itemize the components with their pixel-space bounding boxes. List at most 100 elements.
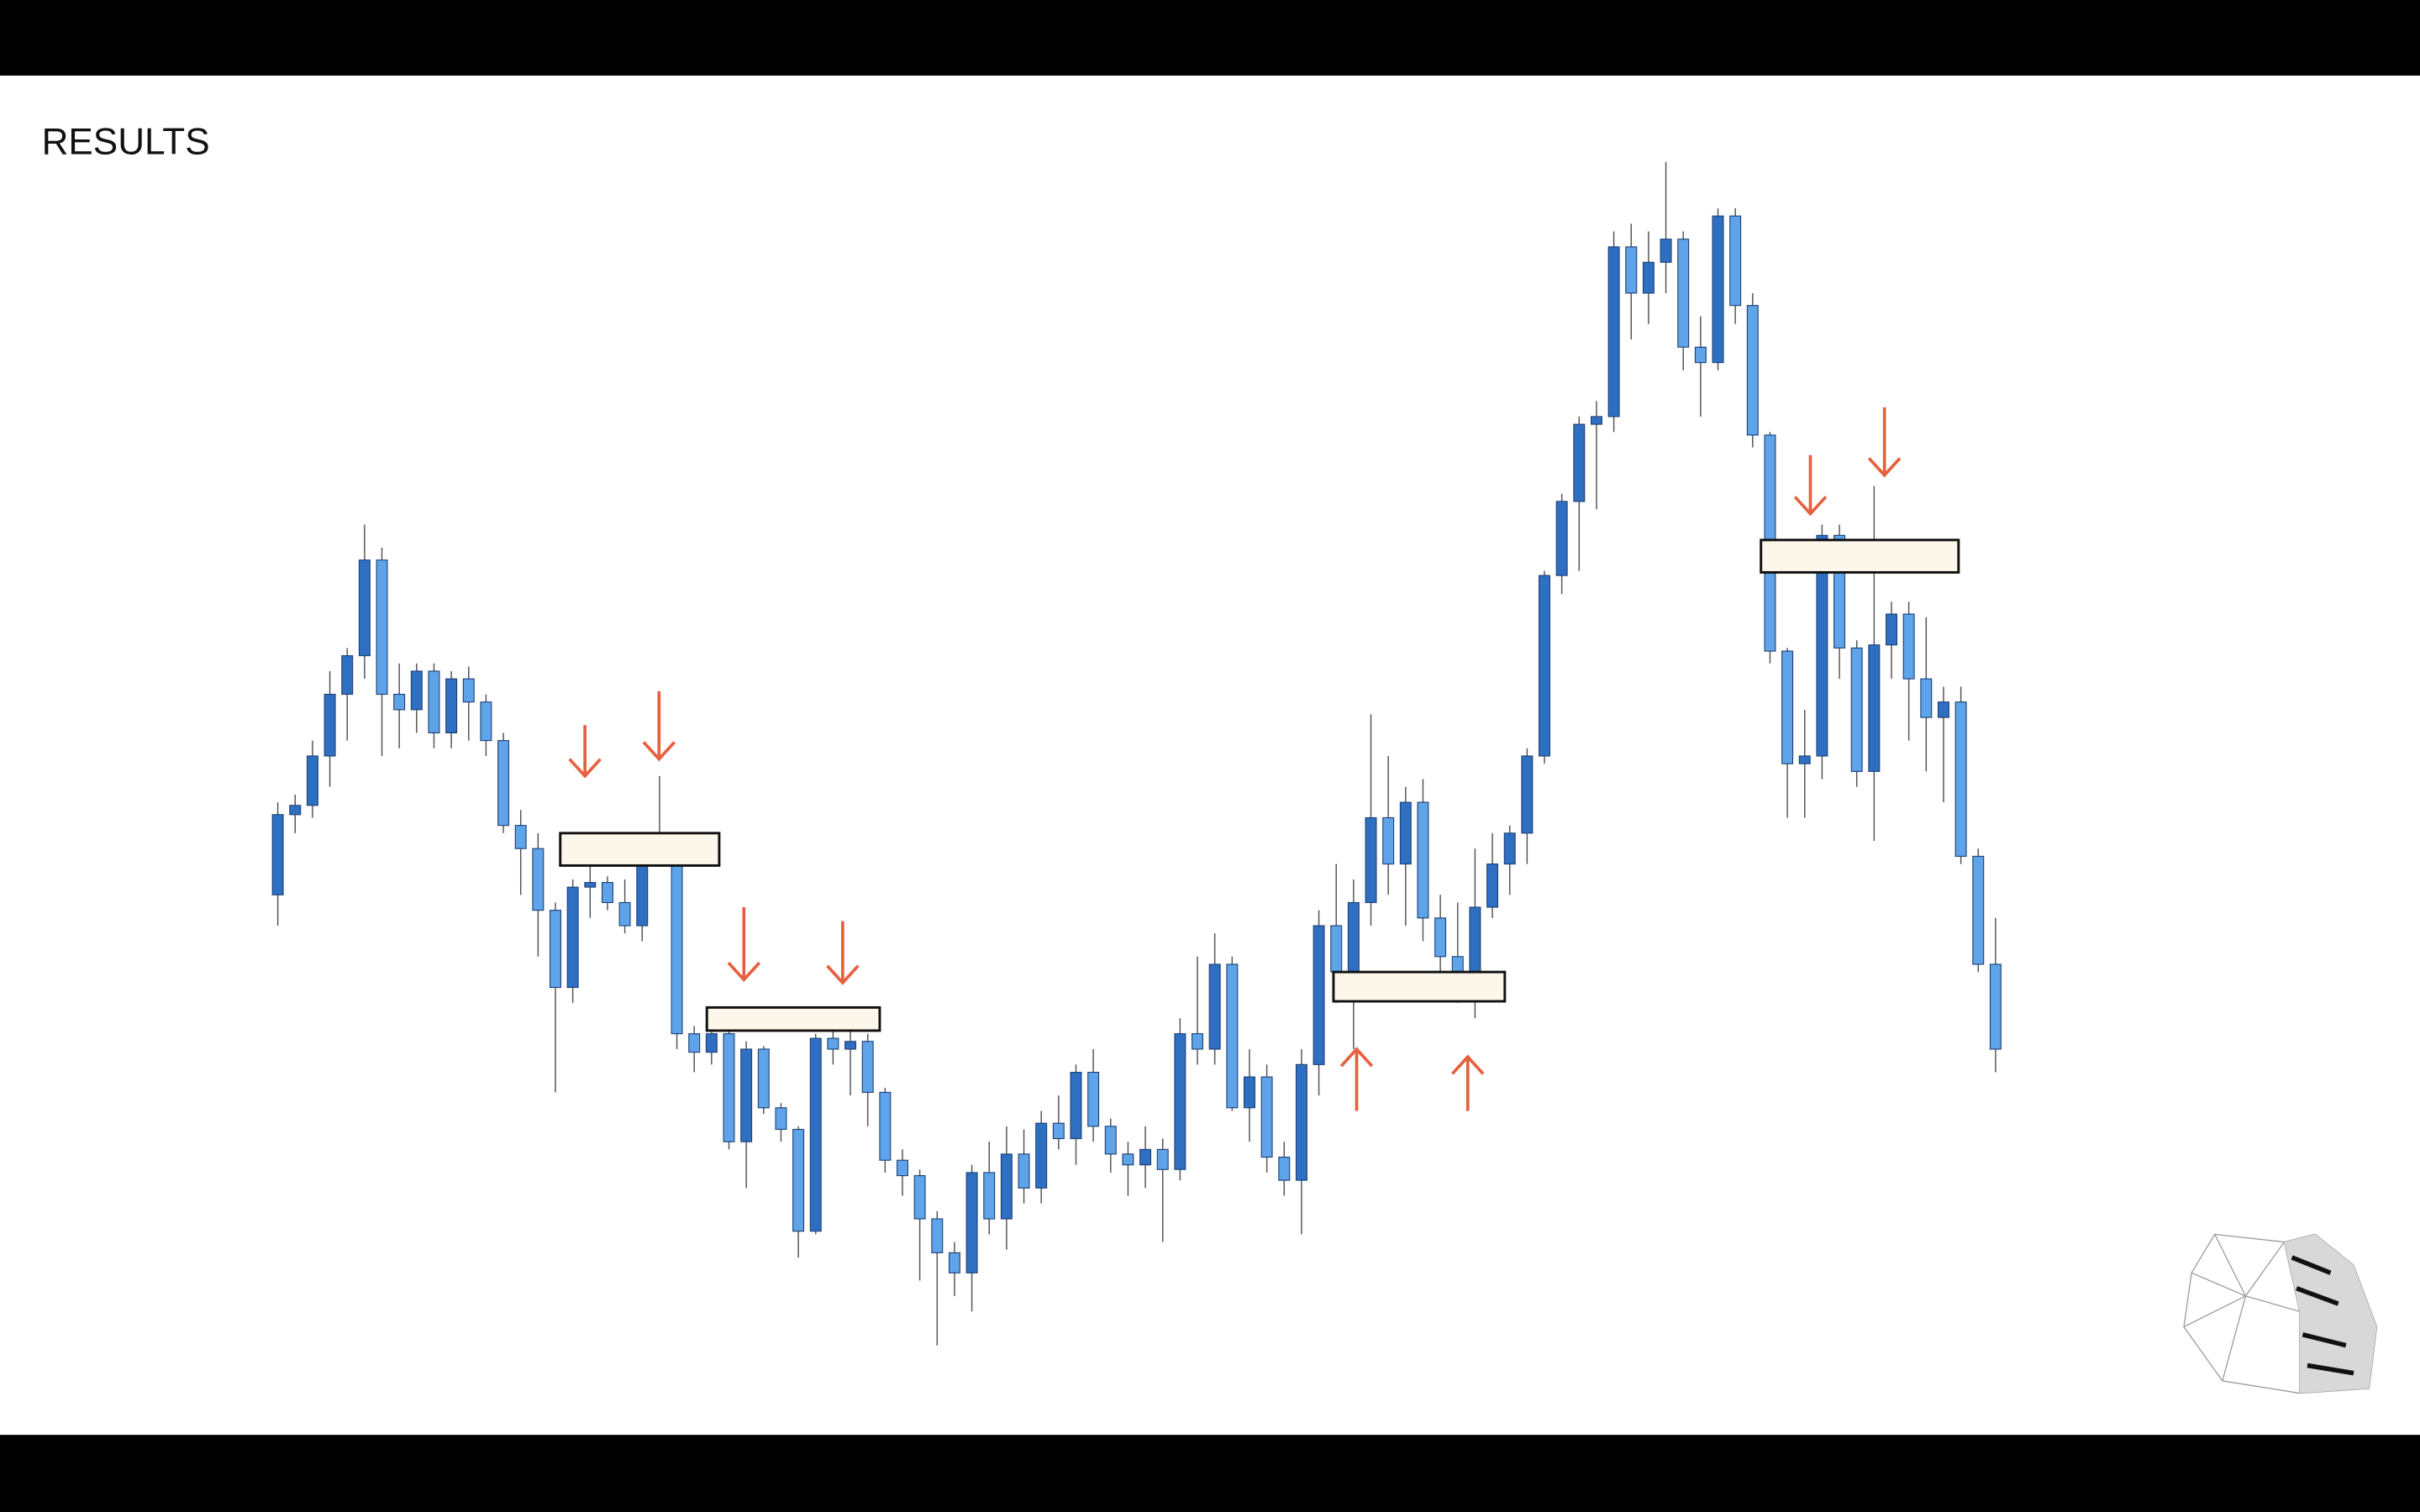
candle-body: [1192, 1033, 1204, 1050]
candle-body: [1451, 956, 1464, 973]
candle-body: [844, 1041, 857, 1050]
candle-body: [601, 882, 613, 904]
candle-body: [1573, 423, 1586, 502]
candle-body: [1503, 832, 1516, 865]
candle-body: [792, 1128, 805, 1232]
candle-body: [550, 910, 561, 989]
candle-body: [1417, 801, 1429, 919]
candle-body: [1886, 613, 1897, 646]
candle-body: [965, 1172, 978, 1273]
down-arrow: [1793, 454, 1828, 517]
candle-body: [306, 755, 318, 806]
candle-body: [983, 1172, 996, 1220]
candle-body: [1902, 613, 1915, 680]
up-arrow: [1451, 1054, 1485, 1111]
candle-body: [584, 882, 597, 888]
candle-body: [1035, 1122, 1048, 1189]
candle-body: [514, 825, 527, 849]
candle-body: [1365, 816, 1377, 904]
candle-body: [1174, 1033, 1186, 1170]
candle-body: [1347, 901, 1360, 973]
zone-box: [1332, 970, 1507, 1003]
candle-body: [1607, 246, 1620, 417]
candle-body: [1208, 963, 1221, 1050]
candle-body: [1920, 678, 1933, 718]
candle-body: [618, 901, 631, 927]
candle-body: [740, 1048, 753, 1142]
candle-body: [931, 1218, 944, 1253]
candle-body: [1954, 701, 1967, 857]
candle-body: [1712, 215, 1724, 364]
candle-body: [1972, 855, 1985, 965]
candle-body: [827, 1037, 839, 1050]
candle-body: [1087, 1071, 1100, 1127]
candle-body: [688, 1033, 701, 1053]
candle-body: [480, 701, 492, 742]
candle-body: [1139, 1148, 1152, 1166]
candle-body: [1486, 864, 1499, 908]
candle-body: [324, 693, 336, 757]
candle-body: [1070, 1071, 1082, 1140]
candle-body: [1539, 575, 1550, 757]
candle-body: [1816, 534, 1828, 757]
zone-box: [705, 1005, 881, 1032]
candle-body: [1729, 215, 1742, 307]
candle-body: [1642, 261, 1655, 294]
candle-body: [1694, 346, 1707, 364]
candle-body: [809, 1037, 822, 1232]
candle-body: [428, 670, 440, 734]
candle-body: [1590, 416, 1602, 425]
candle-body: [1660, 239, 1672, 263]
candle-body: [1052, 1122, 1065, 1140]
candle-body: [1798, 755, 1811, 764]
candle-body: [1313, 925, 1325, 1065]
candle-body: [410, 670, 423, 711]
candle-body: [1781, 650, 1794, 764]
top-bar: [0, 0, 2420, 76]
candle-body: [1746, 305, 1759, 436]
candle-body: [566, 886, 579, 989]
candle-body: [1625, 246, 1638, 294]
bottom-bar: [0, 1435, 2420, 1512]
candle-body: [1330, 925, 1343, 973]
candle-body: [757, 1048, 770, 1109]
candle-body: [358, 559, 371, 657]
logo-face: [2284, 1234, 2377, 1394]
zone-box: [559, 832, 721, 867]
candle-body: [1399, 801, 1412, 865]
down-arrow: [1867, 407, 1902, 478]
candle-body: [671, 840, 683, 1035]
candle-body: [948, 1252, 960, 1273]
candle-body: [913, 1175, 926, 1220]
candle-body: [289, 805, 302, 816]
logo-stripes: [2291, 1255, 2354, 1376]
down-arrow: [642, 690, 676, 762]
annotations: [559, 407, 1960, 1111]
candle-body: [1122, 1153, 1134, 1166]
candle-body: [271, 814, 284, 895]
candle-body: [497, 740, 510, 827]
candle-body: [1018, 1153, 1030, 1189]
candle-body: [861, 1041, 874, 1093]
down-arrow: [727, 907, 761, 983]
candle-body: [1260, 1076, 1273, 1158]
candle-body: [723, 1033, 735, 1142]
candle-body: [445, 678, 458, 733]
candle-body: [1278, 1157, 1291, 1181]
candle-body: [1989, 963, 2002, 1050]
candle-body: [1295, 1063, 1307, 1181]
candle-body: [532, 848, 544, 911]
candle-body: [1677, 239, 1690, 348]
candle-body: [1469, 906, 1481, 973]
candle-body: [1868, 644, 1881, 772]
candle-body: [705, 1033, 718, 1053]
candle-body: [775, 1107, 787, 1131]
candle-body: [462, 678, 475, 703]
candle-body: [1104, 1126, 1117, 1155]
candle-body: [1850, 647, 1863, 772]
slide-title: RESULTS: [42, 122, 210, 163]
candle-body: [1382, 816, 1395, 865]
candles: [271, 161, 2002, 1346]
